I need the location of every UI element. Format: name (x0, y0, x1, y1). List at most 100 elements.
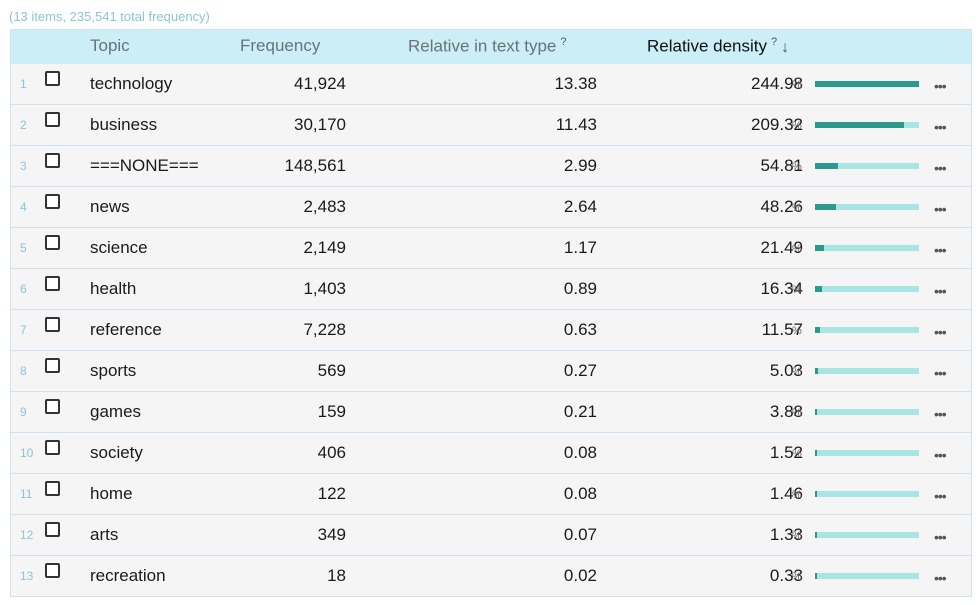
density-bar (815, 245, 919, 251)
more-options-icon[interactable]: ••• (934, 365, 947, 381)
topic-cell[interactable]: health (90, 279, 137, 298)
density-bar (815, 286, 919, 292)
more-options-icon[interactable]: ••• (934, 160, 947, 176)
column-label: Frequency (240, 36, 321, 55)
column-header-frequency[interactable]: Frequency (240, 36, 320, 56)
table-row: 5 science 2,149 1.17 21.49% ••• (11, 227, 971, 268)
frequency-cell: 1,403 (303, 279, 346, 298)
row-number: 13 (20, 569, 34, 583)
row-number: 4 (20, 200, 27, 214)
row-checkbox[interactable] (45, 235, 60, 250)
row-checkbox[interactable] (45, 317, 60, 332)
row-checkbox[interactable] (45, 194, 60, 209)
density-bar-fill (815, 81, 919, 87)
percent-unit: % (792, 489, 802, 501)
topic-cell[interactable]: arts (90, 525, 119, 544)
more-options-icon[interactable]: ••• (934, 488, 947, 504)
more-options-icon[interactable]: ••• (934, 447, 947, 463)
table-row: 4 news 2,483 2.64 48.26% ••• (11, 186, 971, 227)
table-row: 13 recreation 18 0.02 0.33% ••• (11, 555, 971, 597)
topic-cell[interactable]: society (90, 443, 143, 462)
topic-cell[interactable]: reference (90, 320, 162, 339)
frequency-cell: 349 (317, 525, 346, 544)
relative-text-type-cell: 0.89 (563, 279, 597, 298)
topic-cell[interactable]: business (90, 115, 158, 134)
row-number: 6 (20, 282, 27, 296)
density-bar-fill (815, 122, 905, 128)
row-number: 10 (20, 446, 34, 460)
density-bar (815, 81, 919, 87)
density-bar (815, 163, 919, 169)
topic-cell[interactable]: recreation (90, 566, 166, 585)
relative-text-type-cell: 0.08 (563, 484, 597, 503)
frequency-cell: 148,561 (284, 156, 346, 175)
relative-text-type-cell: 1.17 (563, 238, 597, 257)
percent-unit: % (792, 243, 802, 255)
row-checkbox[interactable] (45, 153, 60, 168)
column-header-relative-in-text-type[interactable]: Relative in text type? (408, 36, 566, 57)
help-icon[interactable]: ? (560, 36, 567, 48)
relative-density-cell: 1.46 (769, 484, 803, 503)
density-bar (815, 368, 919, 374)
frequency-cell: 406 (317, 443, 346, 462)
percent-unit: % (792, 366, 802, 378)
table-row: 7 reference 7,228 0.63 11.57% ••• (11, 309, 971, 350)
percent-unit: % (792, 571, 802, 583)
density-bar (815, 491, 919, 497)
relative-density-cell: 5.03 (769, 361, 803, 380)
density-bar-fill (815, 450, 817, 456)
density-bar (815, 532, 919, 538)
more-options-icon[interactable]: ••• (934, 324, 947, 340)
relative-density-cell: 1.33 (769, 525, 803, 544)
topic-cell[interactable]: ===NONE=== (90, 156, 199, 175)
row-checkbox[interactable] (45, 71, 60, 86)
more-options-icon[interactable]: ••• (934, 119, 947, 135)
topic-cell[interactable]: home (90, 484, 133, 503)
more-options-icon[interactable]: ••• (934, 78, 947, 94)
percent-unit: % (792, 448, 802, 460)
row-number: 2 (20, 118, 27, 132)
row-checkbox[interactable] (45, 522, 60, 537)
more-options-icon[interactable]: ••• (934, 529, 947, 545)
relative-density-cell: 1.52 (769, 443, 803, 462)
topic-cell[interactable]: science (90, 238, 148, 257)
sort-arrow-icon[interactable]: ↓ (781, 38, 790, 56)
topic-cell[interactable]: games (90, 402, 142, 421)
relative-density-cell: 209.32 (751, 115, 803, 134)
row-checkbox[interactable] (45, 399, 60, 414)
row-checkbox[interactable] (45, 481, 60, 496)
more-options-icon[interactable]: ••• (934, 570, 947, 586)
density-bar-fill (815, 245, 825, 251)
row-number: 11 (20, 487, 33, 501)
relative-text-type-cell: 0.07 (563, 525, 597, 544)
frequency-cell: 159 (317, 402, 346, 421)
row-checkbox[interactable] (45, 563, 60, 578)
density-bar (815, 573, 919, 579)
more-options-icon[interactable]: ••• (934, 201, 947, 217)
relative-density-cell: 11.57 (761, 320, 803, 339)
relative-text-type-cell: 2.99 (563, 156, 597, 175)
density-bar (815, 327, 919, 333)
more-options-icon[interactable]: ••• (934, 406, 947, 422)
table-row: 3 ===NONE=== 148,561 2.99 54.81% ••• (11, 145, 971, 186)
frequency-cell: 569 (317, 361, 346, 380)
more-options-icon[interactable]: ••• (934, 283, 947, 299)
topic-cell[interactable]: technology (90, 74, 173, 93)
relative-density-cell: 3.88 (769, 402, 803, 421)
relative-density-cell: 0.33 (769, 566, 803, 585)
help-icon[interactable]: ? (771, 36, 778, 48)
row-checkbox[interactable] (45, 440, 60, 455)
column-header-relative-density[interactable]: Relative density? ↓ (647, 36, 789, 57)
percent-unit: % (792, 407, 802, 419)
column-header-topic[interactable]: Topic (90, 36, 130, 56)
topic-cell[interactable]: sports (90, 361, 137, 380)
percent-unit: % (792, 284, 802, 296)
more-options-icon[interactable]: ••• (934, 242, 947, 258)
relative-density-cell: 244.98 (751, 74, 803, 93)
row-checkbox[interactable] (45, 358, 60, 373)
relative-density-cell: 16.34 (760, 279, 803, 298)
density-bar-fill (815, 532, 817, 538)
row-checkbox[interactable] (45, 112, 60, 127)
row-checkbox[interactable] (45, 276, 60, 291)
topic-cell[interactable]: news (90, 197, 130, 216)
